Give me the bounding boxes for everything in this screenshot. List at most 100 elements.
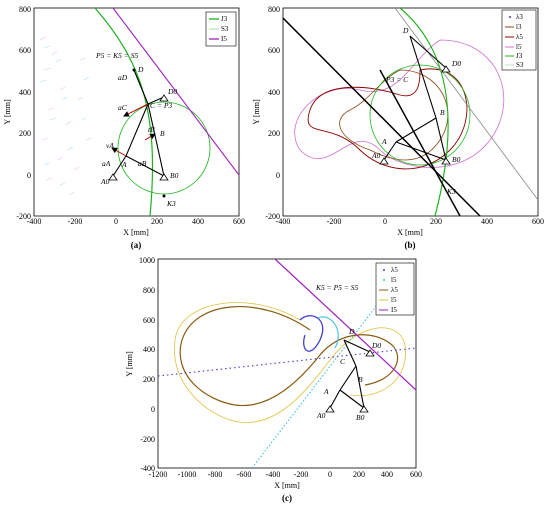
panel-b-xtick-2: 0 <box>383 217 387 226</box>
panel-b-gray-line <box>394 8 538 201</box>
panel-a-xlabel: X [mm] <box>123 228 149 237</box>
panel-c-xtick-3: -600 <box>237 470 252 479</box>
panel-a-label-ad: aD <box>118 73 128 82</box>
panel-a-label-tb: tB <box>148 125 155 134</box>
panel-c-xtick-2: -800 <box>208 470 223 479</box>
panel-a-legend: J3 S3 I5 <box>205 11 237 47</box>
panel-a-ytick-3: 200 <box>19 129 31 138</box>
panel-c-ytick-5: 0 <box>151 405 155 414</box>
panel-b-xtick-0: -400 <box>276 217 291 226</box>
panel-a-label-a0: A0 <box>100 177 110 186</box>
panel-c-ytick-2: 600 <box>143 316 155 325</box>
panel-c-ytick-0: 1000 <box>139 256 155 265</box>
panel-a-xtick-5: 600 <box>233 217 245 226</box>
panel-a-caption: (a) <box>131 240 142 250</box>
panel-a-label-va: vA <box>106 141 114 150</box>
panel-c-legend-3: l5 <box>391 296 397 304</box>
panel-b-xtick-5: 600 <box>532 217 544 226</box>
panel-b-lambda5-curve <box>307 68 468 170</box>
panel-b-l5-curve <box>294 39 505 168</box>
panel-b-label-a: A <box>381 137 387 146</box>
panel-b-ytick-1: 600 <box>268 46 280 55</box>
panel-a-label-b: B <box>160 129 165 138</box>
panel-c-xtick-0: -1200 <box>149 470 168 479</box>
panel-b-legend-4: J3 <box>516 52 523 60</box>
panel-c-label-b0: B0 <box>356 413 365 422</box>
panel-c-legend-0: λ5 <box>391 266 398 274</box>
panel-c-legend-4: I5 <box>391 306 397 314</box>
panel-c-legend-1: l5 <box>391 276 397 284</box>
panel-b-legend-2: λ5 <box>516 33 523 41</box>
panel-c-xtick-1: -1000 <box>178 470 197 479</box>
panel-a-d0-pivot <box>159 94 169 102</box>
panel-c-blue-line <box>158 347 416 377</box>
panel-b-ytick-5: -200 <box>265 212 280 221</box>
panel-a-i5-line <box>112 8 239 176</box>
panel-b-ytick-2: 400 <box>268 88 280 97</box>
panel-c-ylabel: Y [mm] <box>125 351 134 377</box>
panel-b-legend-3: l5 <box>516 43 522 51</box>
panel-b-legend-1: l3 <box>516 23 522 31</box>
panel-b-label-b: B <box>440 108 445 117</box>
panel-b-label-a0: A0 <box>371 151 381 160</box>
panel-a-label-ac: aC <box>118 103 128 112</box>
panel-c-label-d0: D0 <box>371 341 381 350</box>
panel-c-xticks: -1200 -1000 -800 -600 -400 -200 0 200 40… <box>149 470 422 479</box>
panel-b-label-d0: D0 <box>451 59 461 68</box>
panel-a-label-d0: D0 <box>167 87 177 96</box>
panel-c-ytick-4: 200 <box>143 375 155 384</box>
panel-c-xtick-5: -200 <box>294 470 309 479</box>
panel-a-vectors <box>111 103 156 157</box>
panel-a-xtick-1: -200 <box>68 217 83 226</box>
panel-b-ylabel: Y [mm] <box>252 99 261 125</box>
panel-b-xtick-1: -200 <box>327 217 342 226</box>
panel-b-xticks: -400 -200 0 200 400 600 <box>276 217 544 226</box>
panel-a-linkage <box>112 69 165 177</box>
panel-c-ytick-6: -200 <box>140 435 155 444</box>
panel-b-circle <box>369 64 471 166</box>
panel-a-label-d: D <box>137 65 144 74</box>
panel-a-yticks: 800 600 400 200 0 -200 <box>16 5 31 221</box>
panel-c-frame <box>157 258 417 469</box>
panel-c-ytick-1: 800 <box>143 286 155 295</box>
panel-b-label-d: D <box>402 26 409 35</box>
panel-a-legend-2: I5 <box>221 35 227 43</box>
panel-a-ytick-2: 400 <box>19 88 31 97</box>
panel-c-yticks: 1000 800 600 400 200 0 -200 -400 <box>139 256 155 473</box>
panel-a-b0-pivot <box>159 173 169 181</box>
panel-a-xticks: -400 -200 0 200 400 600 <box>27 217 245 226</box>
panel-a-xtick-3: 200 <box>151 217 163 226</box>
panel-c-label-a0: A0 <box>316 411 326 420</box>
panel-b-frame <box>282 7 539 217</box>
panel-b: D D0 P3 = C B A A0 B0 K3 λ3 l3 λ5 l5 J3 … <box>252 5 544 250</box>
panel-c-label-b: B <box>358 375 363 384</box>
panel-a-label-cp3: C = P3 <box>150 101 172 110</box>
panel-c-xtick-6: 0 <box>328 470 332 479</box>
panel-a-ytick-5: -200 <box>16 212 31 221</box>
panel-a-a0-pivot <box>108 173 118 181</box>
panel-b-l3-curve <box>339 69 449 161</box>
panel-b-linkage <box>383 35 447 161</box>
panel-c-xtick-8: 400 <box>381 470 393 479</box>
panel-a-legend-0: J3 <box>221 15 228 23</box>
panel-b-label-k3: K3 <box>446 187 456 196</box>
panel-a-noise <box>39 36 92 196</box>
panel-b-yticks: 800 600 400 200 0 -200 <box>265 5 280 221</box>
panel-c: D D0 C B A A0 B0 K5 = P5 = S5 λ5 l5 λ5 l… <box>125 256 422 503</box>
panel-c-legend-2: λ5 <box>391 286 398 294</box>
panel-b-label-p3c: P3 = C <box>385 75 409 84</box>
panel-c-xtick-7: 200 <box>353 470 365 479</box>
panel-c-label-c: C <box>340 357 346 366</box>
panel-c-xtick-4: -400 <box>266 470 281 479</box>
panel-a-label-ab: aB <box>138 159 147 168</box>
panel-b-xtick-3: 200 <box>430 217 442 226</box>
panel-a-xtick-2: 0 <box>114 217 118 226</box>
panel-a-ytick-1: 600 <box>19 46 31 55</box>
panel-a-circle <box>117 101 211 195</box>
panel-a-legend-1: S3 <box>221 25 229 33</box>
panel-c-blue-curve <box>299 315 324 352</box>
panel-c-ytick-3: 400 <box>143 345 155 354</box>
panel-b-legend-0: λ3 <box>516 13 523 21</box>
panel-a-label-p5: P5 = K5 = S5 <box>95 51 138 60</box>
